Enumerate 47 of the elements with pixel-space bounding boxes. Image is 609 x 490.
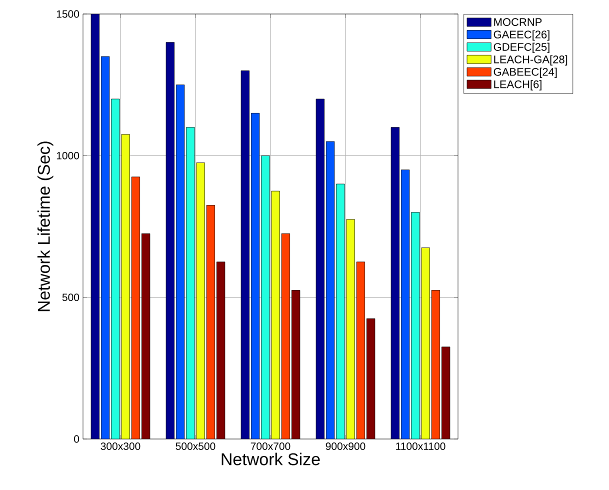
bar <box>121 134 130 439</box>
bar <box>366 318 376 439</box>
bar <box>411 212 420 439</box>
bar <box>196 162 205 439</box>
x-tick-label: 1100x1100 <box>396 442 446 450</box>
y-tick-label: 500 <box>62 294 80 302</box>
bar <box>186 127 195 439</box>
bar <box>206 205 216 439</box>
legend-label: LEACH[6] <box>494 80 542 90</box>
bar <box>346 219 355 439</box>
bar <box>131 176 140 439</box>
bar <box>356 262 366 439</box>
x-tick-label: 700x700 <box>250 442 290 450</box>
bar <box>176 84 185 439</box>
bar <box>441 346 450 439</box>
legend-label: GAEEC[26] <box>494 30 550 41</box>
bar <box>250 112 260 439</box>
bar <box>261 155 270 439</box>
bar <box>100 56 110 439</box>
bar <box>166 42 175 439</box>
bar <box>421 248 430 439</box>
bar <box>316 98 325 439</box>
y-axis-title: Network Lifetime (Sec) <box>37 142 54 312</box>
x-axis-title: Network Size <box>222 452 320 466</box>
x-tick-label: 900x900 <box>326 442 366 450</box>
legend-label: MOCRNP <box>494 18 542 26</box>
bar <box>271 190 280 439</box>
bar <box>326 141 335 439</box>
bar <box>400 170 410 439</box>
bar <box>336 184 345 439</box>
bar <box>240 70 250 439</box>
y-tick-label: 0 <box>74 435 80 443</box>
bar <box>141 233 150 439</box>
x-tick-label: 500x500 <box>176 442 216 450</box>
x-tick-label: 300x300 <box>100 442 140 450</box>
bar <box>111 98 120 439</box>
bar <box>216 262 226 439</box>
legend-label: GDEFC[25] <box>494 42 550 54</box>
bar <box>390 127 400 439</box>
y-tick-label: 1500 <box>56 10 80 18</box>
legend-label: GABEEC[24] <box>494 68 557 78</box>
bar <box>281 233 290 439</box>
bar <box>431 290 440 439</box>
bar <box>291 290 300 439</box>
y-tick-label: 1000 <box>56 152 80 160</box>
legend-label: LEACH-GA[28] <box>494 55 568 66</box>
bar <box>91 14 100 439</box>
